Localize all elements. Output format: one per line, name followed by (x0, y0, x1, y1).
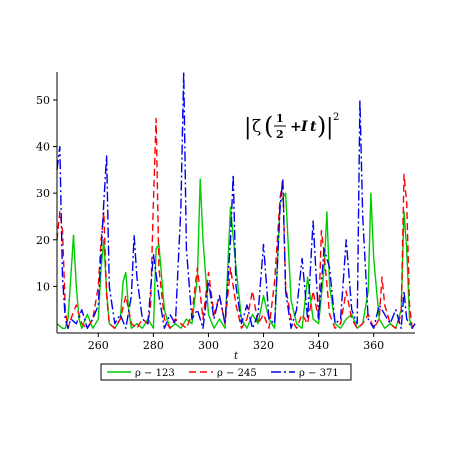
series-line-2 (56, 117, 416, 329)
legend-items: ρ − 123 ρ − 245 ρ − 371 (107, 368, 339, 379)
legend-box (100, 363, 352, 381)
formula-imag: I (300, 119, 308, 135)
formula-denominator: 2 (276, 128, 284, 141)
formula-bar-left: | (244, 115, 251, 140)
x-tick-label: 300 (198, 339, 219, 352)
legend-label-2: ρ − 245 (217, 368, 257, 379)
x-tick-label: 320 (253, 339, 274, 352)
x-ticks: 260 280 300 320 340 360 (88, 333, 384, 352)
legend-label-1: ρ − 123 (135, 368, 175, 379)
x-tick-label: 260 (88, 339, 109, 352)
y-tick-label: 20 (36, 234, 50, 247)
axes (56, 72, 415, 334)
y-tick-label: 30 (36, 187, 50, 200)
legend: ρ − 123 ρ − 245 ρ − 371 (100, 363, 352, 381)
x-tick-label: 360 (363, 339, 384, 352)
x-tick-label: 280 (143, 339, 164, 352)
formula-annotation: | ζ ( 1 2 + I t ) | 2 (244, 112, 339, 141)
formula-var: t (310, 119, 317, 135)
formula-zeta: ζ (252, 117, 261, 137)
x-axis-label: t (234, 351, 239, 362)
legend-label-3: ρ − 371 (299, 368, 339, 379)
formula-paren-close: ) (317, 112, 326, 140)
y-ticks: 10 20 30 40 50 (36, 94, 57, 293)
y-tick-label: 40 (36, 141, 50, 154)
y-tick-label: 10 (36, 280, 50, 293)
formula-plus: + (290, 119, 302, 135)
formula-exponent: 2 (333, 112, 339, 123)
series-line-3 (56, 71, 416, 329)
formula-bar-right: | (326, 115, 333, 140)
formula-numerator: 1 (276, 112, 284, 125)
y-tick-label: 50 (36, 94, 50, 107)
plot-area (56, 71, 416, 329)
x-tick-label: 340 (308, 339, 329, 352)
formula-paren-open: ( (264, 112, 273, 140)
